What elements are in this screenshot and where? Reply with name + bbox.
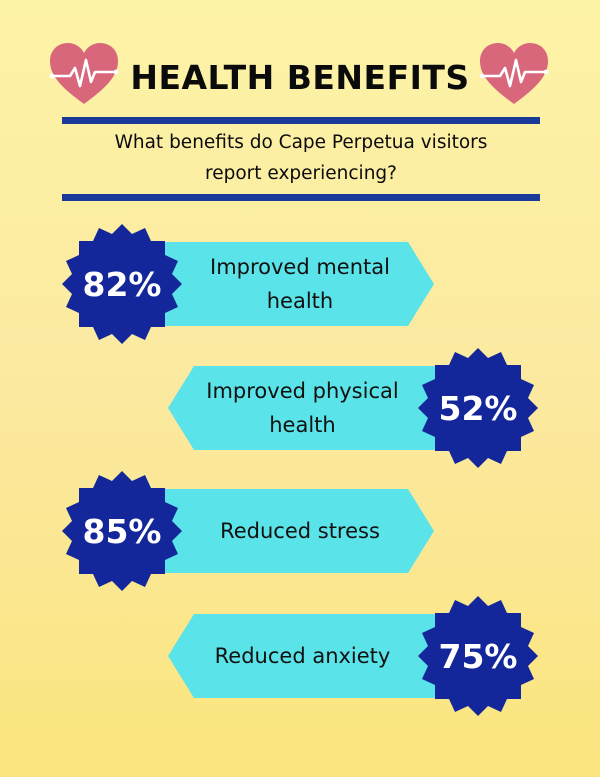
benefit-label-line-2: health — [266, 289, 334, 313]
page-title: HEALTH BENEFITS — [130, 58, 470, 97]
percent-badge — [62, 471, 182, 591]
benefit-label-line-2: health — [269, 413, 336, 437]
stat-banner — [168, 614, 445, 698]
percent-badge — [418, 596, 538, 716]
benefit-label: Improved physical health — [185, 366, 420, 450]
stat-mental-health: 82% Improved mental health — [0, 224, 600, 344]
heart-pulse-icon — [49, 43, 119, 104]
percent-badge — [418, 348, 538, 468]
stat-reduced-stress: 85% Reduced stress — [0, 471, 600, 591]
benefit-label-line-1: Improved physical — [206, 379, 399, 403]
benefit-label: Improved mental health — [175, 242, 425, 326]
subtitle-line-2: report experiencing? — [205, 163, 397, 184]
benefit-label: Reduced stress — [175, 489, 425, 573]
stat-reduced-anxiety: 75% Reduced anxiety — [0, 596, 600, 716]
stat-banner — [150, 242, 434, 326]
subtitle-line-1: What benefits do Cape Perpetua visitors — [114, 132, 488, 153]
percent-badge — [62, 224, 182, 344]
benefit-label-line-1: Improved mental — [210, 255, 390, 279]
subtitle: What benefits do Cape Perpetua visitors … — [62, 127, 540, 189]
percent-value: 75% — [438, 636, 518, 676]
stat-banner — [150, 489, 434, 573]
percent-value: 85% — [82, 511, 162, 551]
percent-value: 82% — [82, 264, 162, 304]
benefit-label-line-1: Reduced anxiety — [214, 644, 391, 668]
heart-pulse-icon — [479, 43, 549, 104]
benefit-label-line-1: Reduced stress — [220, 519, 380, 543]
stat-physical-health: 52% Improved physical health — [0, 348, 600, 468]
benefit-label: Reduced anxiety — [185, 614, 420, 698]
title-rule-bottom — [62, 194, 540, 201]
stat-banner — [168, 366, 445, 450]
title-rule-top — [62, 117, 540, 124]
percent-value: 52% — [438, 388, 518, 428]
